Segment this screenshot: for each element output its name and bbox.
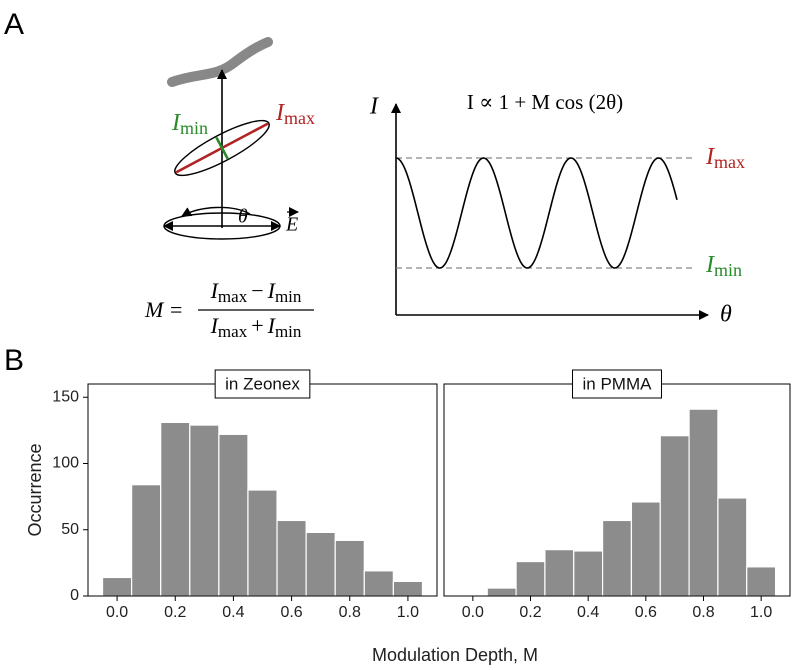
formula-lhs: M: [144, 297, 165, 322]
title-box: [572, 369, 662, 399]
bar: [746, 566, 777, 597]
x-tick-label: 0.8: [339, 604, 361, 621]
y-tick-label: 150: [52, 388, 79, 405]
x-tick-label: 0.2: [164, 604, 186, 621]
bar: [247, 489, 278, 597]
y-axis-title: Occurrence: [25, 443, 45, 536]
symbol: I: [267, 313, 277, 338]
subscript: min: [714, 260, 742, 280]
emission-ellipse: [174, 119, 270, 177]
bar: [160, 421, 191, 597]
imin-label: Imin: [705, 252, 742, 281]
x-tick-label: 0.0: [106, 604, 128, 621]
field-label: E: [285, 214, 298, 236]
operator: −: [251, 278, 263, 303]
x-tick-label: 0.2: [519, 604, 541, 621]
bar: [305, 531, 336, 597]
operator: +: [251, 313, 263, 338]
bar: [515, 560, 546, 597]
y-axis-label: I: [369, 94, 379, 120]
molecule: [167, 37, 273, 87]
bar: [688, 408, 719, 597]
subscript: min: [180, 118, 208, 138]
formula-equals: =: [170, 297, 182, 322]
bar: [544, 549, 575, 597]
denominator: Imax + Imin: [210, 313, 302, 341]
bar: [659, 435, 690, 597]
panel-label: A: [4, 8, 24, 41]
subscript: max: [284, 108, 315, 128]
x-tick-label: 0.4: [577, 604, 599, 621]
subscript: max: [218, 287, 248, 306]
x-tick-label: 0.6: [280, 604, 302, 621]
subscript: min: [275, 287, 302, 306]
subscript: min: [275, 322, 302, 341]
histograms: 0.0 0.2 0.4 0.6 0.8 1.0 0 50 100 150 in Zeonex 0.0 0…: [52, 369, 791, 621]
chart-title: in Zeonex: [225, 374, 300, 393]
intensity-curve: [395, 157, 678, 269]
symbol: I: [267, 278, 277, 303]
y-tick-label: 100: [52, 455, 79, 472]
x-tick-label: 0.8: [692, 604, 714, 621]
bar: [276, 519, 307, 597]
angle-arrow: [181, 206, 251, 217]
subscript: max: [218, 322, 248, 341]
schematic-graph: I θ I ∝ 1 + M cos (2θ) Imax Imin: [369, 90, 745, 328]
bar: [334, 539, 365, 597]
bar: [601, 519, 633, 597]
numerator: Imax − Imin: [210, 278, 302, 306]
bar: [630, 501, 661, 597]
y-tick-label: 0: [70, 587, 79, 604]
bar: [573, 550, 604, 597]
equation: I ∝ 1 + M cos (2θ): [467, 90, 623, 114]
bar: [486, 587, 517, 597]
imax-label: Imax: [275, 100, 315, 129]
panel-label: B: [4, 344, 24, 377]
x-tick-label: 1.0: [397, 604, 419, 621]
symbol: I: [210, 278, 220, 303]
title-box: [214, 369, 311, 399]
x-tick-label: 1.0: [750, 604, 772, 621]
x-axis-title: Modulation Depth, M: [372, 645, 538, 665]
imax-label: Imax: [705, 144, 745, 173]
bar: [131, 484, 162, 597]
symbol: I: [210, 313, 220, 338]
symbol: I: [275, 100, 285, 126]
chart-title: in PMMA: [583, 374, 653, 393]
x-tick-label: 0.0: [462, 604, 484, 621]
formula: M = Imax − Imin Imax + Imin: [144, 278, 314, 341]
bar: [392, 580, 424, 597]
x-tick-label: 0.6: [635, 604, 657, 621]
subscript: max: [714, 152, 745, 172]
symbol: I: [705, 144, 715, 170]
bar: [189, 424, 220, 597]
y-tick-label: 50: [61, 521, 79, 538]
symbol: I: [171, 110, 181, 136]
sketch: θ E Imin Imax: [163, 37, 315, 240]
angle-label: θ: [238, 206, 248, 228]
bar: [363, 570, 394, 597]
imin-label: Imin: [171, 110, 208, 139]
bar: [717, 497, 748, 597]
bar: [218, 433, 249, 597]
x-tick-label: 0.4: [222, 604, 244, 621]
bar: [101, 576, 133, 597]
symbol: I: [705, 252, 715, 278]
x-axis-label: θ: [720, 302, 732, 328]
